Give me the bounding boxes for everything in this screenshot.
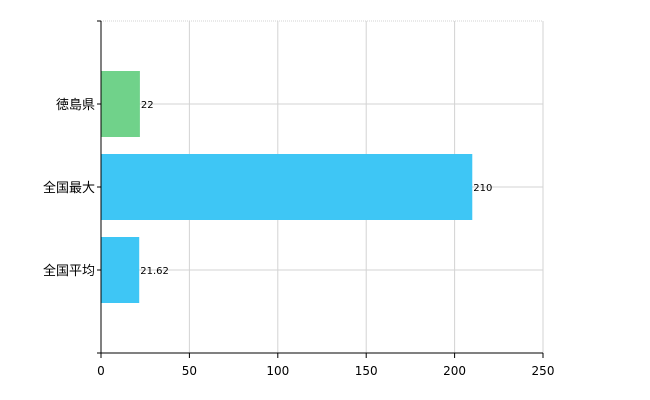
bar xyxy=(101,154,473,220)
x-tick-label: 50 xyxy=(182,364,197,378)
x-tick-label: 0 xyxy=(97,364,105,378)
bars xyxy=(101,71,473,303)
x-tick-label: 200 xyxy=(443,364,466,378)
bar xyxy=(101,237,140,303)
data-label: 22 xyxy=(141,100,154,111)
bar xyxy=(101,71,140,137)
category-label: 徳島県 xyxy=(56,98,95,113)
data-label: 210 xyxy=(473,183,492,194)
category-label: 全国平均 xyxy=(43,263,95,279)
x-tick-label: 150 xyxy=(355,364,378,378)
x-tick-label: 250 xyxy=(532,364,555,378)
x-axis-ticks: 0 50 100 150 200 250 xyxy=(97,353,554,378)
category-label: 全国最大 xyxy=(43,180,95,196)
data-label: 21.62 xyxy=(140,266,169,277)
x-tick-label: 100 xyxy=(266,364,289,378)
data-labels: 22 210 21.62 xyxy=(140,100,492,277)
